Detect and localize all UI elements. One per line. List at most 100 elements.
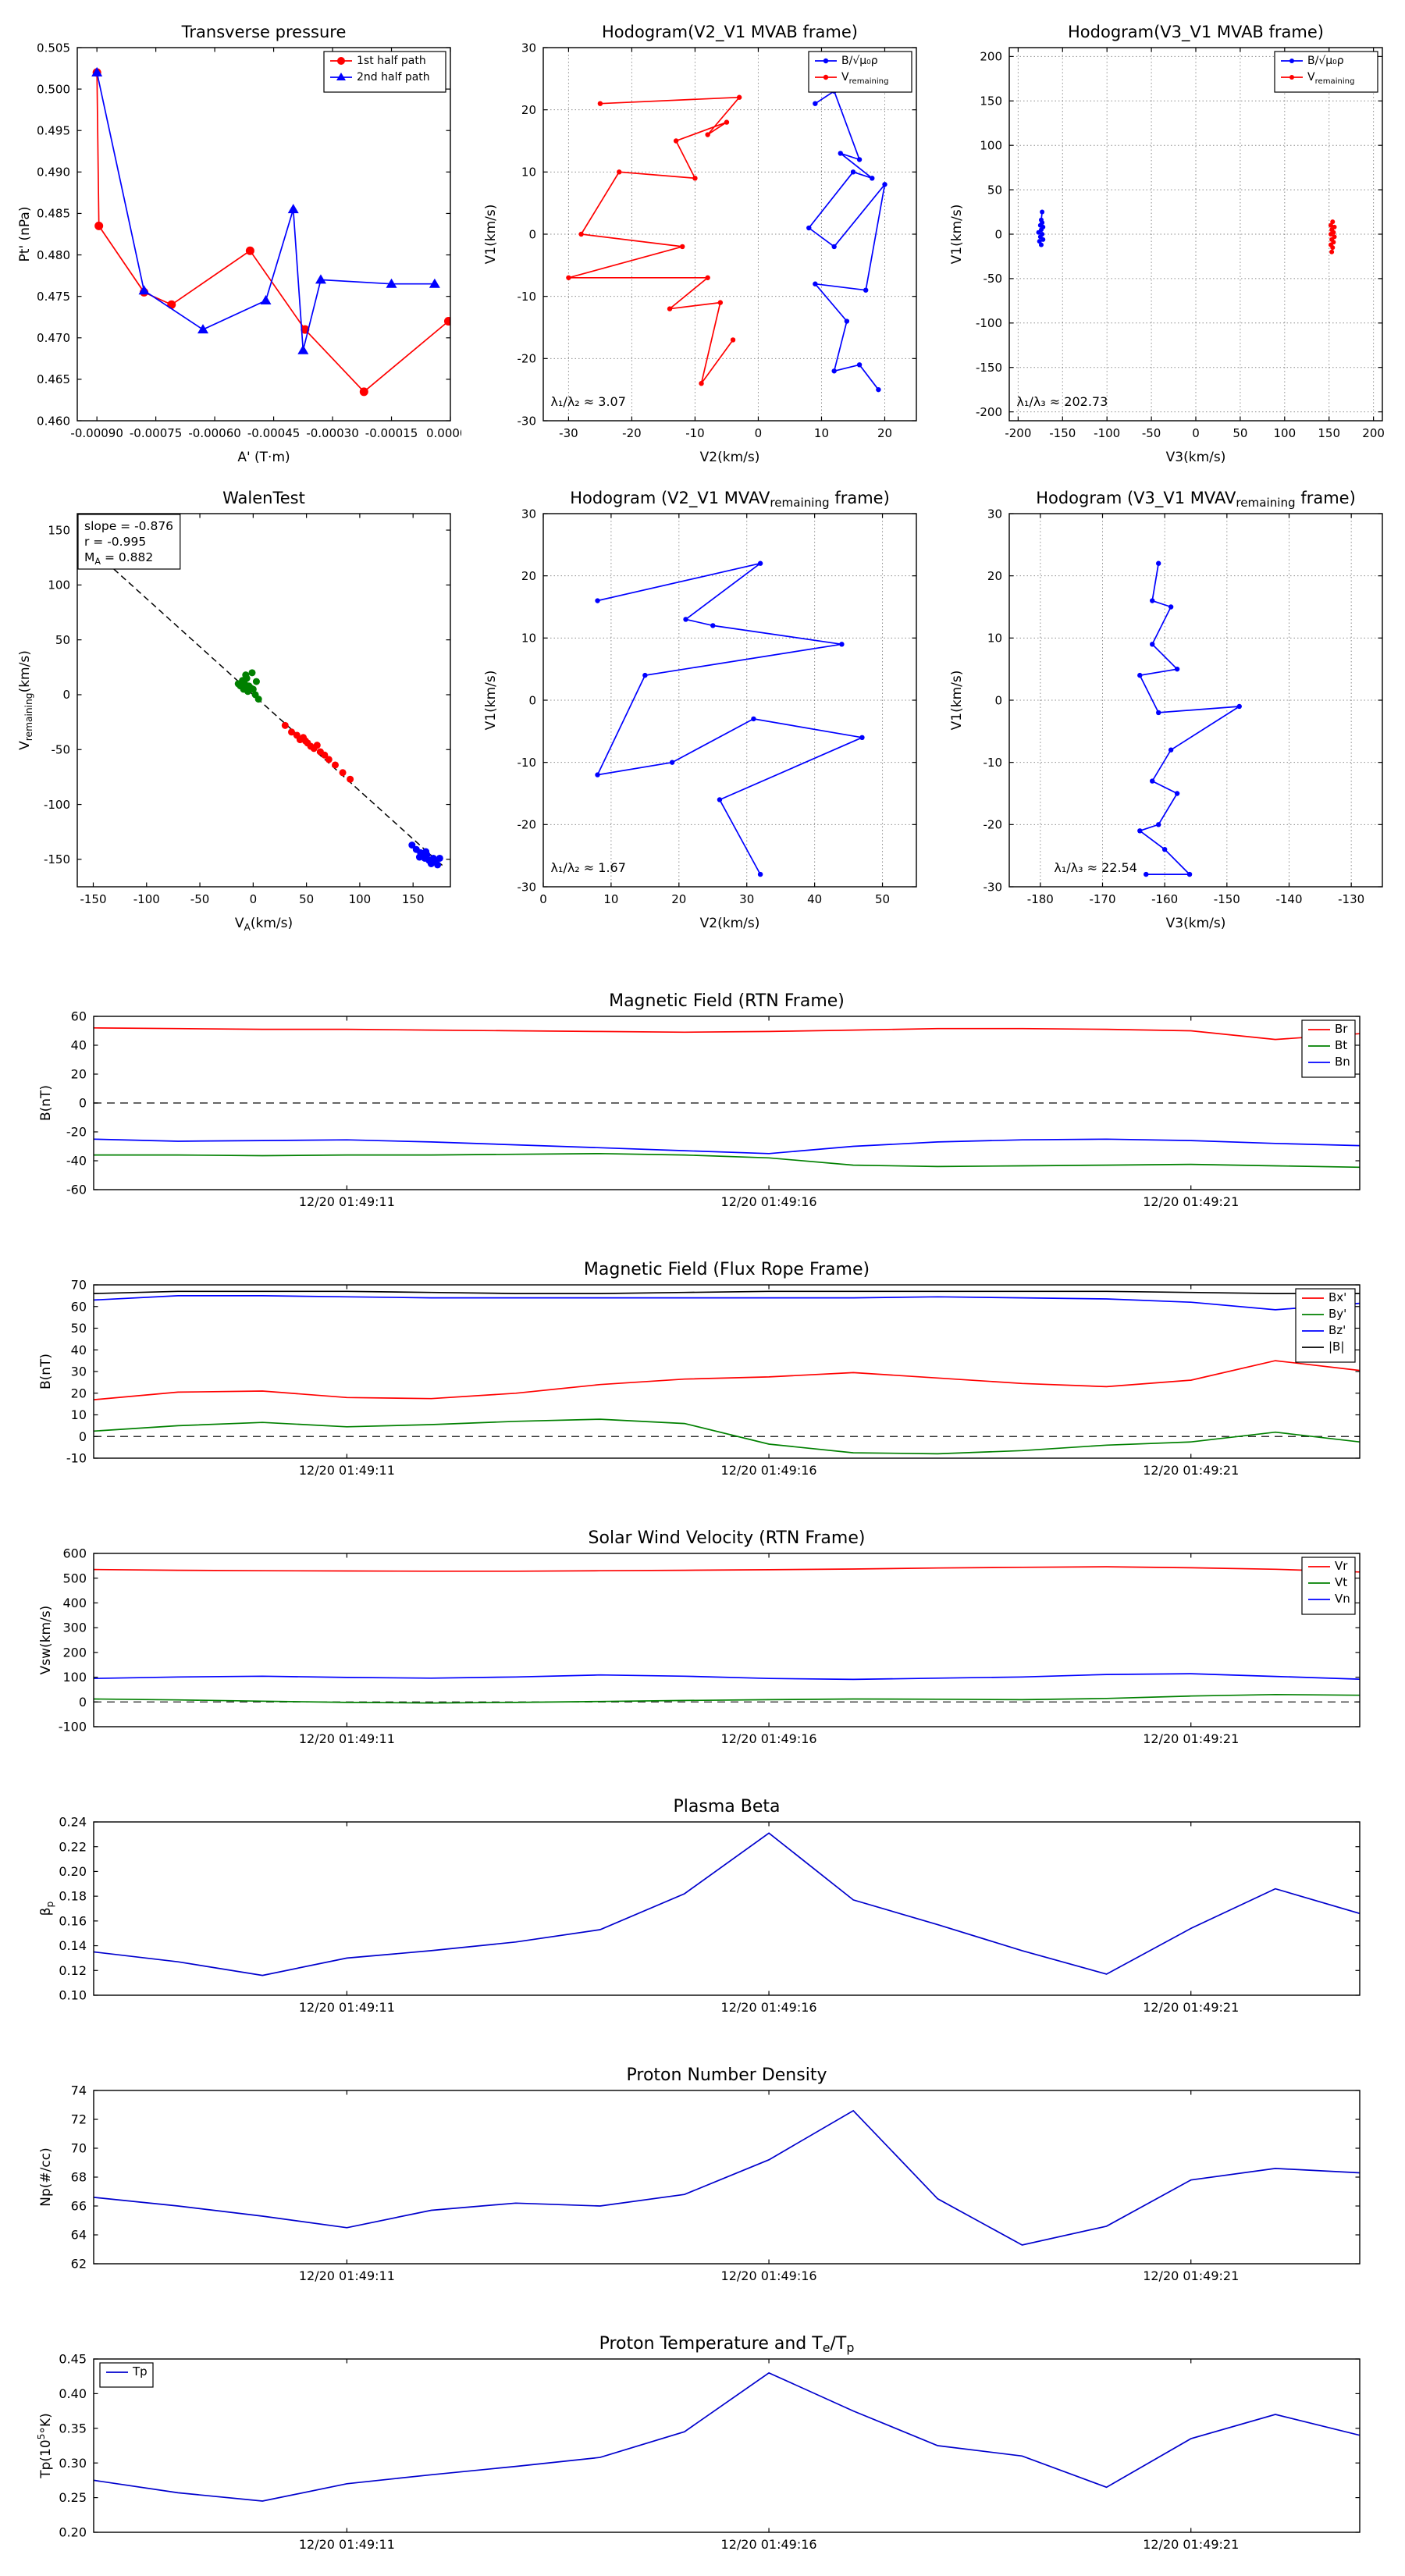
svg-text:0.12: 0.12 — [59, 1963, 87, 1978]
chart-hodogram-v2v1-mvab: -30 -20 -10 0 10 20 -30 -20 -10 0 10 20 30 Hodogram(V… — [478, 12, 927, 471]
chart-proton-number-density: 12/20 01:49:11 12/20 01:49:16 12/20 01:49:… — [33, 2056, 1372, 2306]
svg-text:Vremaining(km/s): Vremaining(km/s) — [17, 650, 34, 750]
svg-text:-180: -180 — [1027, 892, 1054, 906]
svg-text:0: 0 — [250, 892, 258, 906]
svg-text:0.40: 0.40 — [59, 2386, 87, 2401]
svg-text:-100: -100 — [59, 1720, 87, 1735]
svg-text:150: 150 — [402, 892, 425, 906]
svg-text:Vr: Vr — [1335, 1559, 1348, 1573]
svg-text:Magnetic Field (Flux Rope Fram: Magnetic Field (Flux Rope Frame) — [584, 1260, 870, 1279]
svg-text:50: 50 — [71, 1321, 87, 1336]
svg-text:0: 0 — [528, 227, 536, 241]
svg-text:0: 0 — [79, 1695, 87, 1710]
svg-text:0: 0 — [1192, 426, 1200, 440]
svg-text:60: 60 — [71, 1299, 87, 1314]
svg-text:10: 10 — [71, 1407, 87, 1422]
svg-text:-140: -140 — [1275, 892, 1302, 906]
svg-text:-150: -150 — [1049, 426, 1076, 440]
svg-text:0.24: 0.24 — [59, 1815, 87, 1830]
svg-text:-50: -50 — [190, 892, 210, 906]
svg-text:200: 200 — [62, 1645, 87, 1660]
svg-text:0: 0 — [994, 693, 1002, 707]
svg-text:r = -0.995: r = -0.995 — [84, 535, 146, 549]
svg-text:Bx': Bx' — [1329, 1290, 1346, 1304]
svg-text:-10: -10 — [66, 1451, 87, 1466]
svg-text:0.20: 0.20 — [59, 2525, 87, 2540]
svg-text:12/20 01:49:21: 12/20 01:49:21 — [1143, 2268, 1239, 2283]
svg-text:-30: -30 — [518, 880, 537, 894]
chart-walen-test: -150 -100 -50 0 50 100 150 -150 -100 -50 0 50 100 150… — [12, 478, 461, 937]
svg-text:50: 50 — [875, 892, 890, 906]
svg-text:70: 70 — [71, 1278, 87, 1293]
svg-text:-100: -100 — [1094, 426, 1120, 440]
svg-text:150: 150 — [48, 523, 70, 537]
svg-text:50: 50 — [987, 183, 1002, 197]
svg-text:-10: -10 — [685, 426, 705, 440]
svg-text:12/20 01:49:21: 12/20 01:49:21 — [1143, 1194, 1239, 1209]
chart-proton-temperature: 12/20 01:49:11 12/20 01:49:16 12/20 01:49:… — [33, 2325, 1372, 2574]
svg-text:Tp: Tp — [132, 2364, 148, 2379]
svg-text:0.35: 0.35 — [59, 2421, 87, 2435]
svg-text:0: 0 — [62, 688, 70, 702]
svg-text:0.480: 0.480 — [37, 248, 70, 262]
svg-text:12/20 01:49:16: 12/20 01:49:16 — [721, 1463, 817, 1478]
svg-text:100: 100 — [48, 578, 70, 592]
svg-text:A' (T·m): A' (T·m) — [237, 450, 290, 465]
svg-text:100: 100 — [349, 892, 372, 906]
svg-text:V3(km/s): V3(km/s) — [1166, 916, 1226, 931]
svg-text:150: 150 — [1318, 426, 1340, 440]
svg-text:200: 200 — [980, 50, 1002, 64]
svg-text:By': By' — [1329, 1307, 1346, 1321]
svg-text:V1(km/s): V1(km/s) — [949, 671, 965, 731]
svg-text:Vn: Vn — [1335, 1592, 1350, 1606]
svg-text:100: 100 — [1273, 426, 1296, 440]
svg-text:600: 600 — [62, 1546, 87, 1561]
svg-text:12/20 01:49:16: 12/20 01:49:16 — [721, 1731, 817, 1746]
svg-text:Np(#/cc): Np(#/cc) — [38, 2147, 54, 2206]
svg-text:0: 0 — [79, 1096, 87, 1111]
svg-text:0.20: 0.20 — [59, 1864, 87, 1879]
svg-text:-130: -130 — [1338, 892, 1364, 906]
svg-text:30: 30 — [521, 507, 536, 521]
svg-text:20: 20 — [71, 1067, 87, 1082]
svg-text:-200: -200 — [976, 405, 1002, 419]
svg-text:-0.00015: -0.00015 — [365, 426, 418, 440]
chart-transverse-pressure: -0.00090 -0.00075 -0.00060 -0.00045 -0.00030… — [12, 12, 475, 471]
svg-text:40: 40 — [807, 892, 822, 906]
svg-text:0.490: 0.490 — [37, 165, 70, 180]
svg-text:|B|: |B| — [1329, 1340, 1344, 1354]
svg-text:0.10: 0.10 — [59, 1988, 87, 2003]
svg-text:-30: -30 — [518, 414, 537, 428]
svg-text:68: 68 — [71, 2170, 87, 2185]
svg-text:0.465: 0.465 — [37, 372, 70, 386]
svg-text:40: 40 — [71, 1038, 87, 1053]
svg-text:0.18: 0.18 — [59, 1889, 87, 1904]
svg-text:0: 0 — [79, 1429, 87, 1444]
svg-text:30: 30 — [739, 892, 754, 906]
svg-text:66: 66 — [71, 2199, 87, 2214]
svg-text:Proton Temperature and Te/Tp: Proton Temperature and Te/Tp — [599, 2334, 855, 2355]
svg-text:λ₁/λ₃ ≈ 202.73: λ₁/λ₃ ≈ 202.73 — [1017, 394, 1108, 409]
svg-text:20: 20 — [671, 892, 686, 906]
svg-text:Hodogram (V2_V1 MVAVremaining: Hodogram (V2_V1 MVAVremaining frame) — [570, 489, 890, 510]
svg-text:20: 20 — [71, 1386, 87, 1400]
svg-text:Bt: Bt — [1335, 1038, 1347, 1052]
svg-text:60: 60 — [71, 1009, 87, 1024]
svg-text:Vsw(km/s): Vsw(km/s) — [38, 1606, 54, 1675]
svg-text:Vremaining: Vremaining — [841, 71, 888, 86]
svg-text:20: 20 — [877, 426, 892, 440]
svg-text:-60: -60 — [66, 1183, 87, 1197]
svg-text:30: 30 — [987, 507, 1002, 521]
svg-text:V1(km/s): V1(km/s) — [483, 205, 499, 265]
svg-text:-150: -150 — [976, 361, 1002, 375]
svg-text:10: 10 — [521, 165, 536, 180]
svg-text:-200: -200 — [1005, 426, 1031, 440]
svg-text:λ₁/λ₂ ≈ 1.67: λ₁/λ₂ ≈ 1.67 — [551, 860, 626, 875]
svg-text:Vremaining: Vremaining — [1307, 71, 1354, 86]
svg-text:Bn: Bn — [1335, 1055, 1350, 1069]
svg-text:100: 100 — [980, 138, 1002, 152]
svg-text:12/20 01:49:11: 12/20 01:49:11 — [299, 2268, 395, 2283]
chart-hodogram-v2v1-mvav: 0 10 20 30 40 50 -30 -20 -10 0 10 20 30 Hodogram (V2_… — [478, 478, 927, 937]
svg-text:64: 64 — [71, 2228, 87, 2243]
